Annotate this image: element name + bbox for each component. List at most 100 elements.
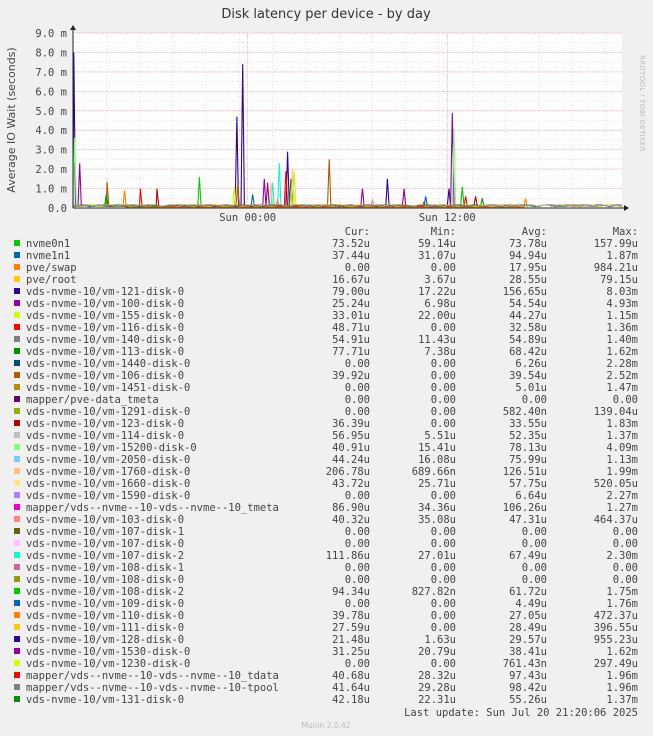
legend-swatch (14, 612, 20, 618)
legend-value: 44.24u (332, 454, 370, 466)
munin-version: Munin 2.0.42 (301, 721, 350, 730)
legend-series-name: vds-nvme-10/vm-15200-disk-0 (26, 442, 197, 454)
legend-value: 55.26u (509, 694, 547, 706)
series-baseline (72, 204, 623, 208)
x-tick-label: Sun 12:00 (419, 212, 476, 224)
legend-value: 40.32u (332, 514, 370, 526)
legend-swatch (14, 648, 20, 654)
y-tick-label: 9.0 m (35, 28, 67, 40)
legend-column-header: Avg: (522, 226, 547, 238)
legend-value: 29.28u (418, 682, 456, 694)
legend-value: 126.51u (503, 466, 547, 478)
legend-value: 2.27m (606, 490, 638, 502)
legend-value: 17.95u (509, 262, 547, 274)
legend-swatch (14, 372, 20, 378)
legend-value: 1.27m (606, 502, 638, 514)
legend-value: 67.49u (509, 550, 547, 562)
legend-value: 11.43u (418, 334, 456, 346)
legend-value: 139.04u (594, 406, 638, 418)
legend-series-name: pve/swap (26, 262, 77, 274)
legend-value: 0.00 (431, 526, 456, 538)
legend-swatch (14, 636, 20, 642)
legend-value: 0.00 (431, 610, 456, 622)
legend-value: 25.71u (418, 478, 456, 490)
legend-swatch (14, 600, 20, 606)
legend-value: 0.00 (345, 538, 370, 550)
legend-series-name: vds-nvme-10/vm-2050-disk-0 (26, 454, 190, 466)
legend-value: 2.30m (606, 550, 638, 562)
legend-value: 31.07u (418, 250, 456, 262)
legend-series-name: vds-nvme-10/vm-1440-disk-0 (26, 358, 190, 370)
legend-value: 94.94u (509, 250, 547, 262)
legend-value: 0.00 (613, 538, 638, 550)
legend-value: 761.43n (503, 658, 547, 670)
legend-series-name: vds-nvme-10/vm-100-disk-0 (26, 298, 184, 310)
legend-series-name: vds-nvme-10/vm-108-disk-2 (26, 586, 184, 598)
legend-value: 27.05u (509, 610, 547, 622)
legend-value: 0.00 (431, 394, 456, 406)
legend-value: 29.57u (509, 634, 547, 646)
legend-value: 0.00 (431, 490, 456, 502)
legend-swatch (14, 240, 20, 246)
legend-value: 0.00 (345, 490, 370, 502)
legend-value: 0.00 (345, 358, 370, 370)
legend-value: 28.32u (418, 670, 456, 682)
x-tick-label: Sun 00:00 (219, 212, 276, 224)
legend-value: 25.24u (332, 298, 370, 310)
legend-value: 689.66n (412, 466, 456, 478)
plot-area: 0.0 1.0 m 2.0 m 3.0 m 4.0 m 5.0 m 6.0 m 7.0 m 8.… (35, 25, 629, 224)
legend-value: 1.62m (606, 646, 638, 658)
legend-value: 28.49u (509, 622, 547, 634)
legend-swatch (14, 432, 20, 438)
legend-swatch (14, 420, 20, 426)
legend-value: 7.38u (424, 346, 456, 358)
plot-background (73, 33, 622, 208)
legend-value: 1.96m (606, 682, 638, 694)
legend-value: 0.00 (522, 526, 547, 538)
legend-swatch (14, 480, 20, 486)
legend-value: 33.55u (509, 418, 547, 430)
y-tick-label: 5.0 m (35, 106, 67, 118)
legend-value: 0.00 (345, 574, 370, 586)
legend-value: 73.78u (509, 238, 547, 250)
legend-series-name: vds-nvme-10/vm-1590-disk-0 (26, 490, 190, 502)
legend-value: 0.00 (345, 658, 370, 670)
legend-series-name: pve/root (26, 274, 77, 286)
legend-value: 0.00 (431, 574, 456, 586)
legend-value: 1.37m (606, 430, 638, 442)
legend-value: 1.99m (606, 466, 638, 478)
legend-swatch (14, 684, 20, 690)
legend-value: 54.54u (509, 298, 547, 310)
legend-series-name: vds-nvme-10/vm-128-disk-0 (26, 634, 184, 646)
legend-value: 48.71u (332, 322, 370, 334)
legend-value: 16.08u (418, 454, 456, 466)
legend-value: 111.86u (326, 550, 370, 562)
legend-series-name: mapper/vds--nvme--10-vds--nvme--10_tmeta (26, 502, 279, 514)
legend-value: 5.01u (515, 382, 547, 394)
legend-series-name: vds-nvme-10/vm-1291-disk-0 (26, 406, 190, 418)
legend-swatch (14, 384, 20, 390)
legend-value: 1.76m (606, 598, 638, 610)
legend-value: 1.15m (606, 310, 638, 322)
legend-swatch (14, 588, 20, 594)
legend-series-name: mapper/vds--nvme--10-vds--nvme--10-tpool (26, 682, 279, 694)
legend-value: 1.47m (606, 382, 638, 394)
legend-series-name: vds-nvme-10/vm-107-disk-0 (26, 538, 184, 550)
legend-value: 156.65u (503, 286, 547, 298)
legend-value: 21.48u (332, 634, 370, 646)
legend-value: 22.00u (418, 310, 456, 322)
legend-value: 984.21u (594, 262, 638, 274)
legend-value: 6.26u (515, 358, 547, 370)
legend-value: 297.49u (594, 658, 638, 670)
legend-swatch (14, 396, 20, 402)
last-update: Last update: Sun Jul 20 21:20:06 2025 (404, 707, 638, 719)
legend-value: 40.91u (332, 442, 370, 454)
legend-value: 33.01u (332, 310, 370, 322)
legend-series-name: mapper/pve-data_tmeta (26, 394, 159, 406)
legend-value: 78.13u (509, 442, 547, 454)
legend-column-header: Cur: (345, 226, 370, 238)
legend-series-name: vds-nvme-10/vm-1660-disk-0 (26, 478, 190, 490)
legend-value: 0.00 (345, 262, 370, 274)
legend-swatch (14, 468, 20, 474)
legend-value: 0.00 (522, 562, 547, 574)
